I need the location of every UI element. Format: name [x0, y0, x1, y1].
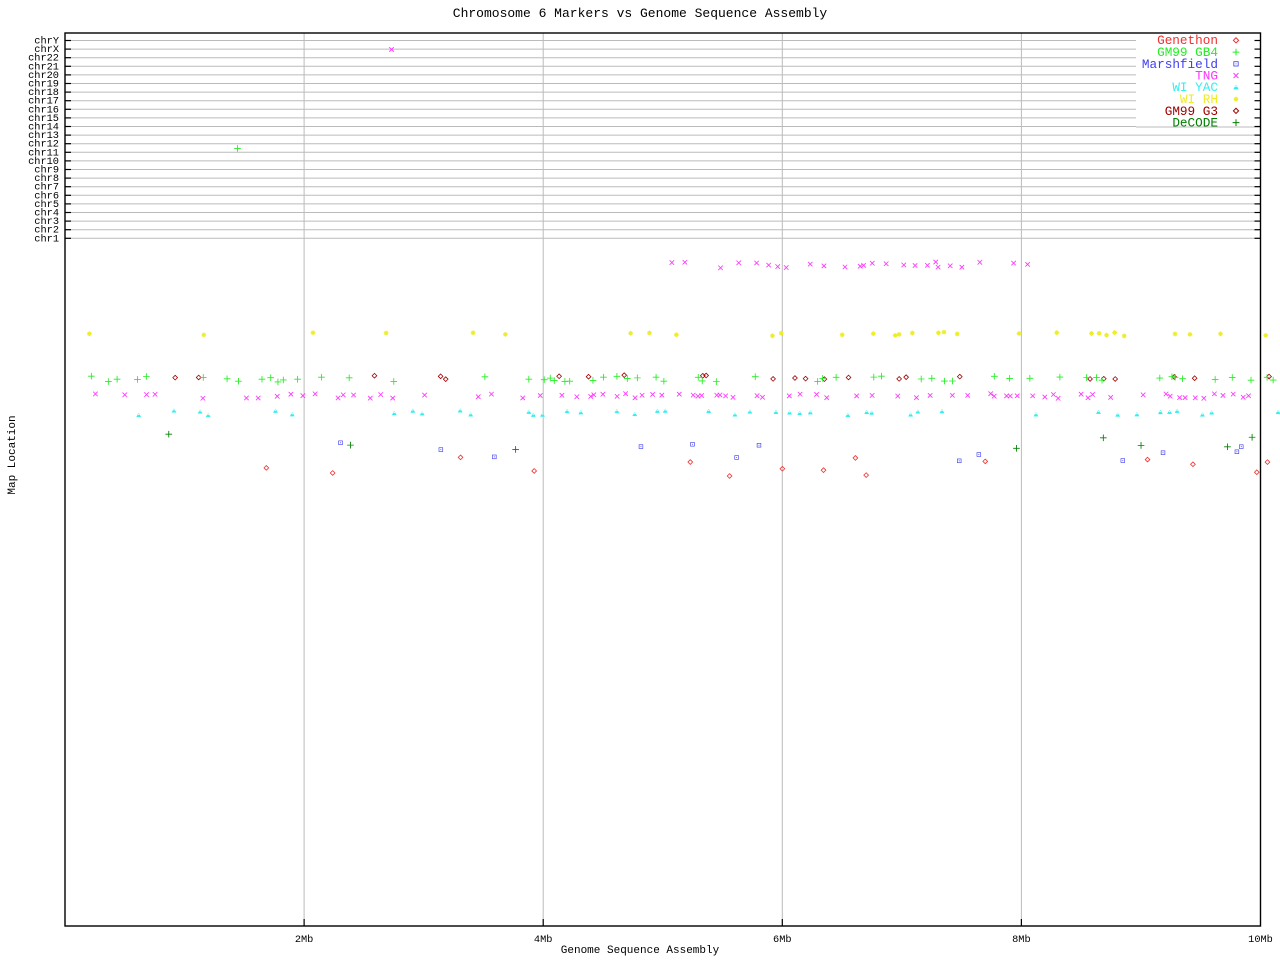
svg-text:chr1: chr1 [34, 233, 59, 245]
svg-text:DeCODE: DeCODE [1172, 116, 1218, 131]
